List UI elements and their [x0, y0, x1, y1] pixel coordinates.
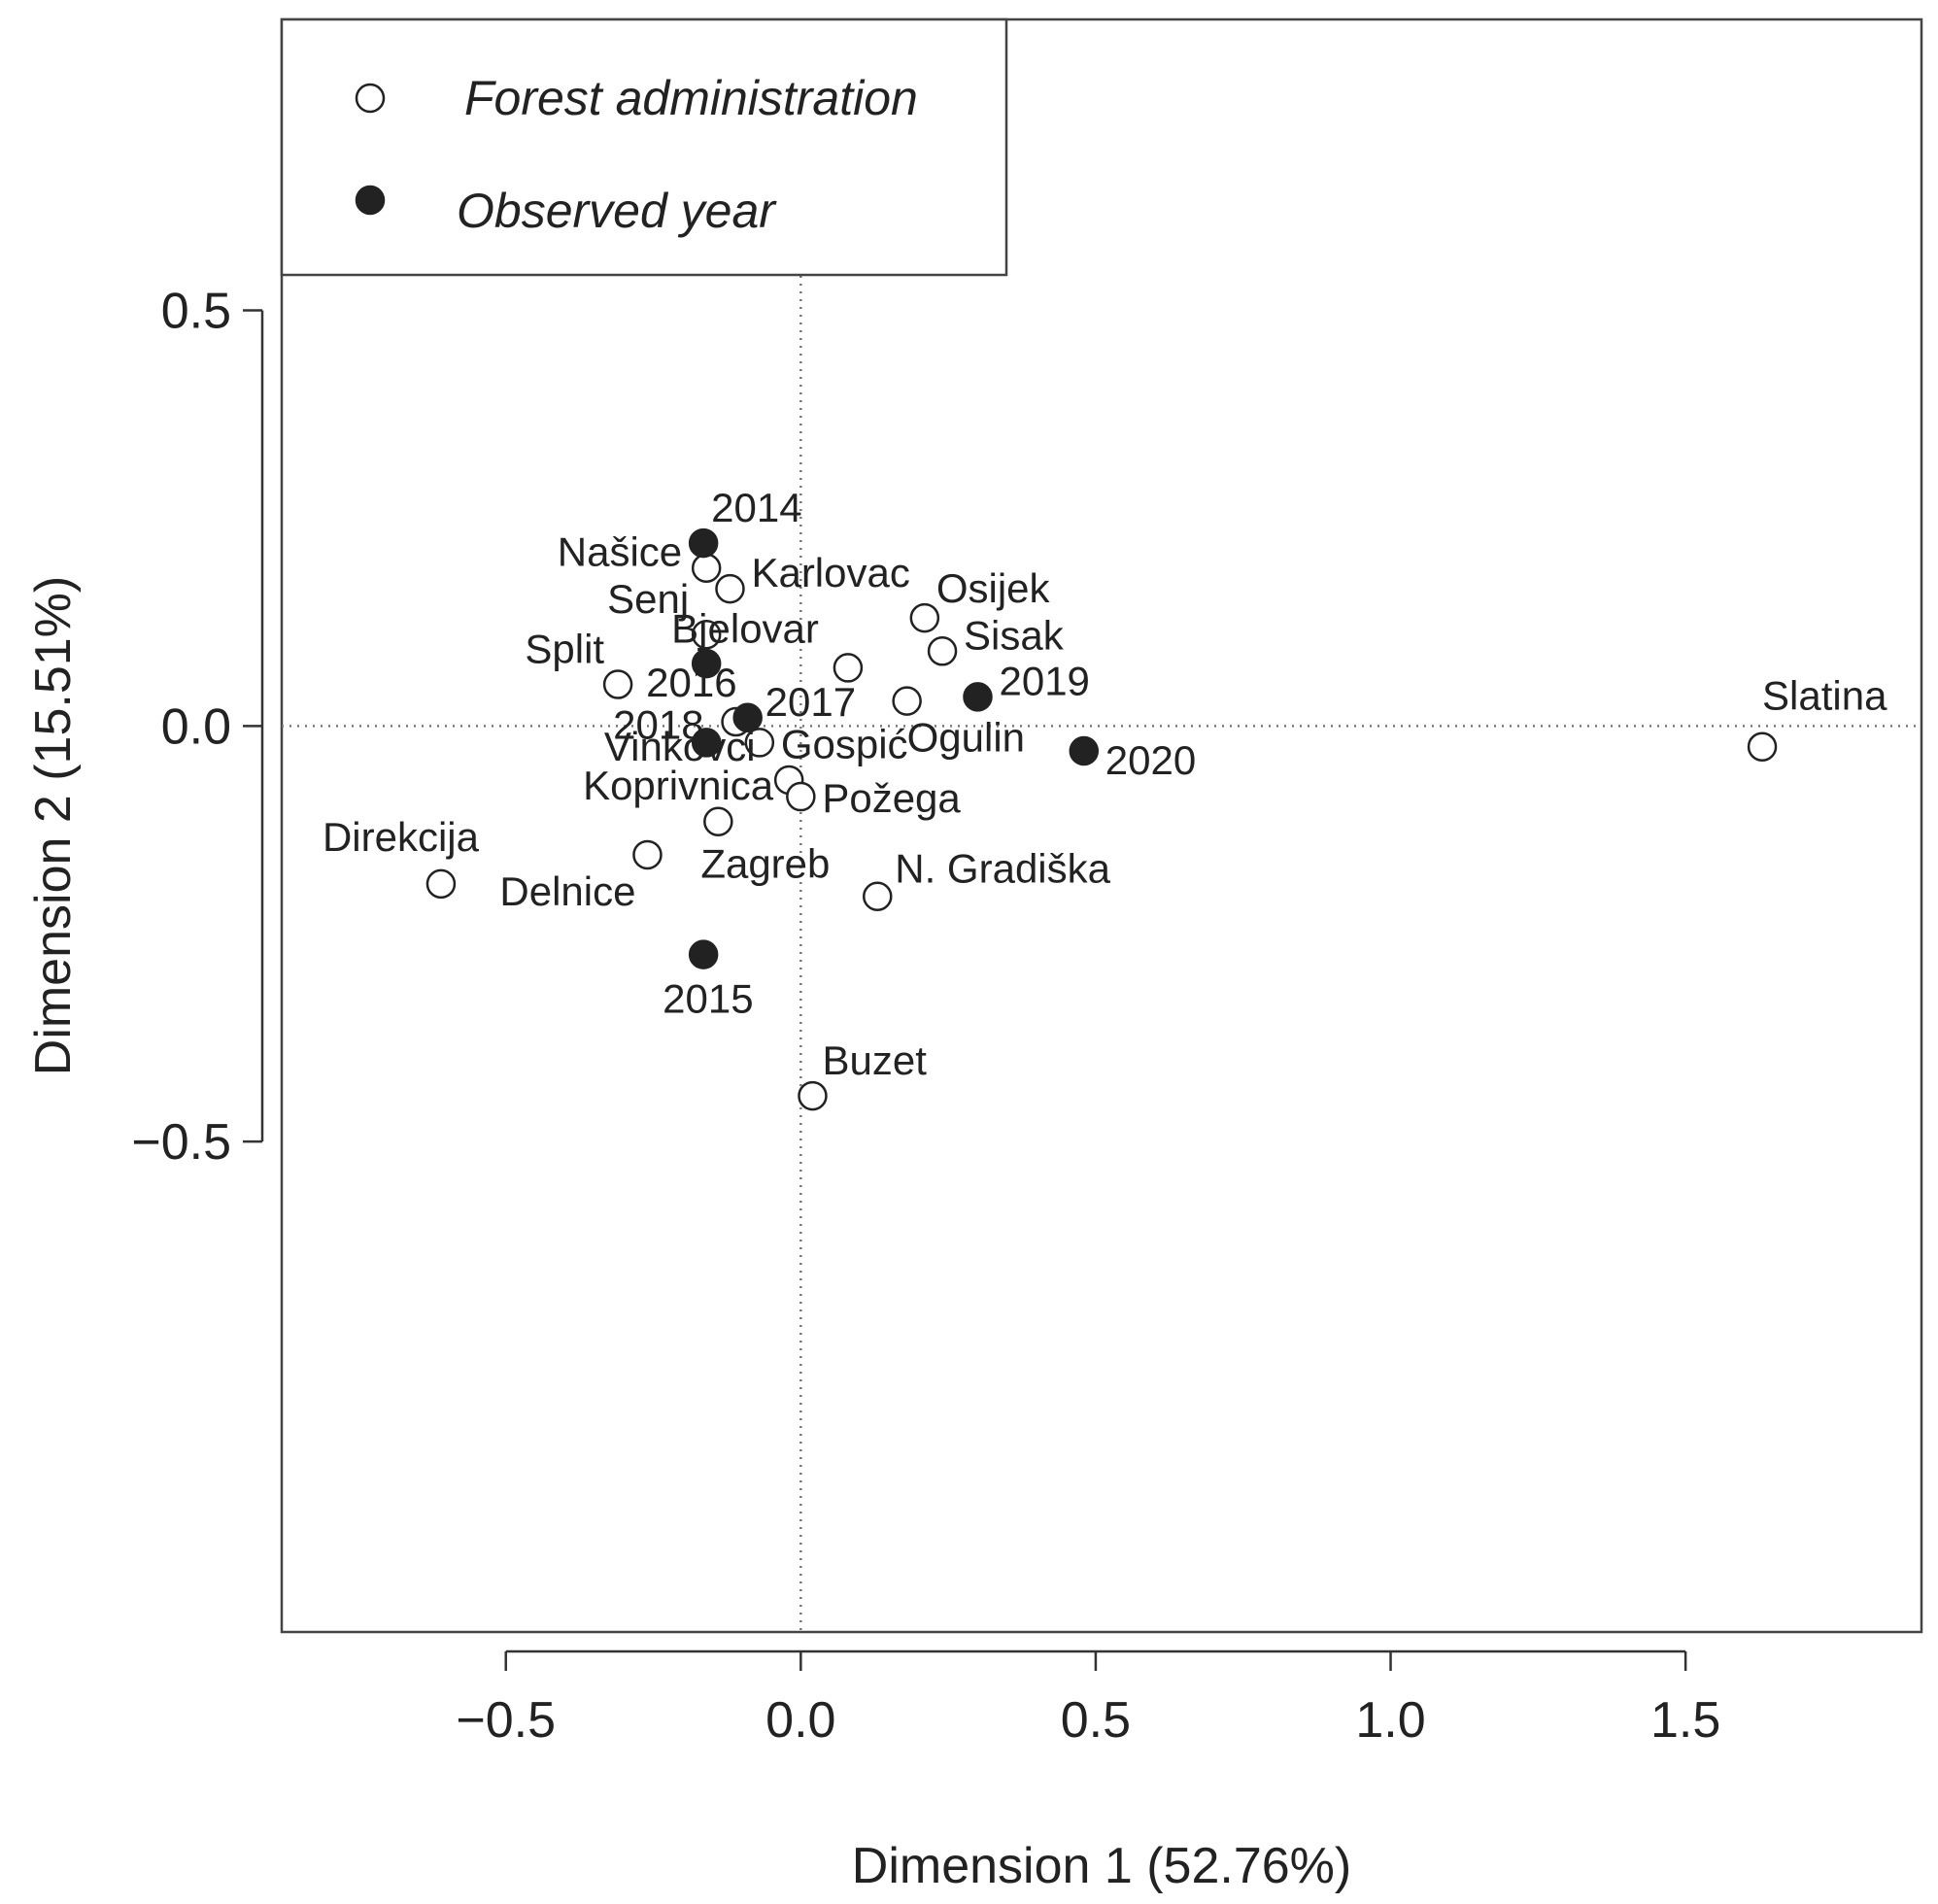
legend: Forest administration Observed year — [280, 17, 1008, 277]
point-2015 — [688, 939, 719, 969]
y-axis: −0.5 0.0 0.5 — [131, 283, 264, 1171]
point-buzet — [798, 1080, 828, 1111]
point-osijek — [909, 602, 940, 633]
label-split: Split — [525, 627, 604, 672]
y-tick-label: 0.5 — [161, 283, 231, 339]
legend-open-circle-marker — [355, 83, 386, 114]
label-2017: 2017 — [765, 679, 856, 725]
point-2019 — [963, 682, 993, 712]
point-n-gradiska — [863, 881, 893, 911]
label-2019: 2019 — [999, 658, 1089, 703]
point-2014 — [688, 527, 719, 559]
point-nasice — [691, 553, 722, 583]
point-senj — [691, 619, 722, 650]
label-gospic: Gospić — [781, 721, 908, 766]
x-axis: −0.5 0.0 0.5 1.0 1.5 — [456, 1649, 1720, 1749]
label-buzet: Buzet — [822, 1037, 927, 1083]
label-2018: 2018 — [613, 701, 703, 747]
data-labels: Našice Karlovac Osijek Senj Sisak Bjelovar Spl… — [323, 485, 1887, 1083]
label-slatina: Slatina — [1762, 673, 1887, 719]
data-points — [425, 527, 1778, 1111]
legend-box — [280, 17, 1008, 277]
y-tick-label: −0.5 — [131, 1114, 231, 1171]
x-tick-label: 1.0 — [1355, 1692, 1425, 1749]
label-2015: 2015 — [663, 976, 753, 1022]
label-delnice: Delnice — [499, 868, 635, 914]
point-2016 — [691, 648, 722, 679]
x-axis-title: Dimension 1 (52.76%) — [852, 1838, 1351, 1894]
label-sisak: Sisak — [964, 612, 1065, 658]
label-senj: Senj — [607, 576, 689, 622]
point-2018 — [691, 728, 722, 758]
x-tick-label: −0.5 — [456, 1692, 556, 1749]
point-sisak — [927, 636, 958, 666]
legend-filled-circle-marker — [355, 185, 386, 216]
point-delnice — [632, 839, 663, 870]
y-tick-label: 0.0 — [161, 698, 231, 755]
label-bjelovar: Bjelovar — [671, 605, 819, 651]
label-vinkovci: Vinkovci — [604, 724, 756, 769]
label-karlovac: Karlovac — [751, 550, 909, 595]
x-tick-label: 1.5 — [1650, 1692, 1720, 1749]
point-bjelovar — [833, 653, 864, 683]
plot-frame — [280, 17, 1923, 1634]
label-n-gradiska: N. Gradiška — [895, 846, 1110, 892]
label-nasice: Našice — [558, 529, 682, 575]
point-zagreb — [703, 806, 733, 836]
point-2020 — [1069, 735, 1100, 766]
point-pozega — [786, 781, 816, 812]
point-split — [602, 669, 633, 699]
legend-label-observed-year: Observed year — [457, 184, 777, 238]
label-zagreb: Zagreb — [700, 841, 830, 887]
label-direkcija: Direkcija — [323, 814, 480, 860]
point-direkcija — [425, 868, 457, 900]
point-karlovac — [715, 573, 745, 604]
label-ogulin: Ogulin — [907, 715, 1025, 761]
x-tick-label: 0.5 — [1061, 1692, 1131, 1749]
label-2016: 2016 — [646, 660, 736, 705]
y-axis-title: Dimension 2 (15.51%) — [25, 576, 82, 1075]
legend-label-forest-administration: Forest administration — [464, 71, 918, 125]
label-koprivnica: Koprivnica — [583, 763, 774, 808]
label-osijek: Osijek — [936, 565, 1051, 611]
point-ogulin — [892, 686, 922, 716]
point-gospic — [744, 728, 775, 758]
label-2014: 2014 — [711, 485, 801, 530]
reference-lines — [282, 19, 1921, 1632]
label-2020: 2020 — [1105, 737, 1196, 783]
point-2017 — [732, 702, 763, 733]
point-slatina — [1747, 731, 1778, 762]
label-pozega: Požega — [822, 775, 961, 821]
x-tick-label: 0.0 — [765, 1692, 835, 1749]
